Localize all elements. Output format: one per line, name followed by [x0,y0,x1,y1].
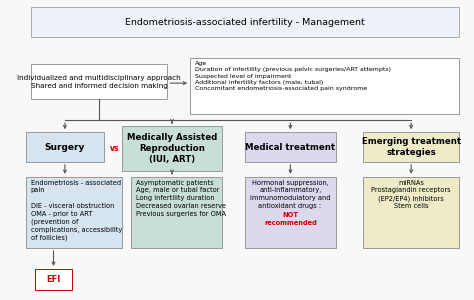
FancyBboxPatch shape [26,177,122,248]
Text: Asymptomatic patients
Age, male or tubal factor
Long infertility duration
Decrea: Asymptomatic patients Age, male or tubal… [136,180,226,217]
FancyBboxPatch shape [190,58,459,114]
FancyBboxPatch shape [31,7,459,37]
Text: EFI: EFI [46,275,61,284]
Text: Medically Assisted
Reproduction
(IUI, ART): Medically Assisted Reproduction (IUI, AR… [127,133,217,164]
FancyBboxPatch shape [122,126,222,171]
FancyBboxPatch shape [131,177,222,248]
FancyBboxPatch shape [245,132,336,162]
Text: Endometriosis - associated
pain

DIE - visceral obstruction
OMA - prior to ART
(: Endometriosis - associated pain DIE - vi… [31,180,122,241]
Text: Emerging treatment
strategies: Emerging treatment strategies [362,137,461,157]
FancyBboxPatch shape [26,132,104,162]
Text: Endometriosis-associated infertility - Management: Endometriosis-associated infertility - M… [125,18,365,27]
Text: Hormonal suppression,
anti-inflammatory,
immunomodulatory and
antioxidant drugs : Hormonal suppression, anti-inflammatory,… [250,180,331,209]
Text: miRNAs
Prostaglandin receptors
(EP2/EP4) inhibitors
Stem cells: miRNAs Prostaglandin receptors (EP2/EP4)… [371,180,451,209]
FancyBboxPatch shape [363,132,459,162]
FancyBboxPatch shape [245,177,336,248]
Text: NOT
recommended: NOT recommended [264,212,317,226]
Text: Surgery: Surgery [45,142,85,152]
Text: Individualized and multidisciplinary approach
Shared and informed decision makin: Individualized and multidisciplinary app… [17,75,181,88]
Text: vs: vs [110,144,120,153]
Text: Medical treatment: Medical treatment [246,142,336,152]
FancyBboxPatch shape [363,177,459,248]
FancyBboxPatch shape [35,269,72,290]
FancyBboxPatch shape [31,64,167,100]
Text: Age
Duration of infertility (previous pelvic surgeries/ART attempts)
Suspected l: Age Duration of infertility (previous pe… [195,61,391,92]
